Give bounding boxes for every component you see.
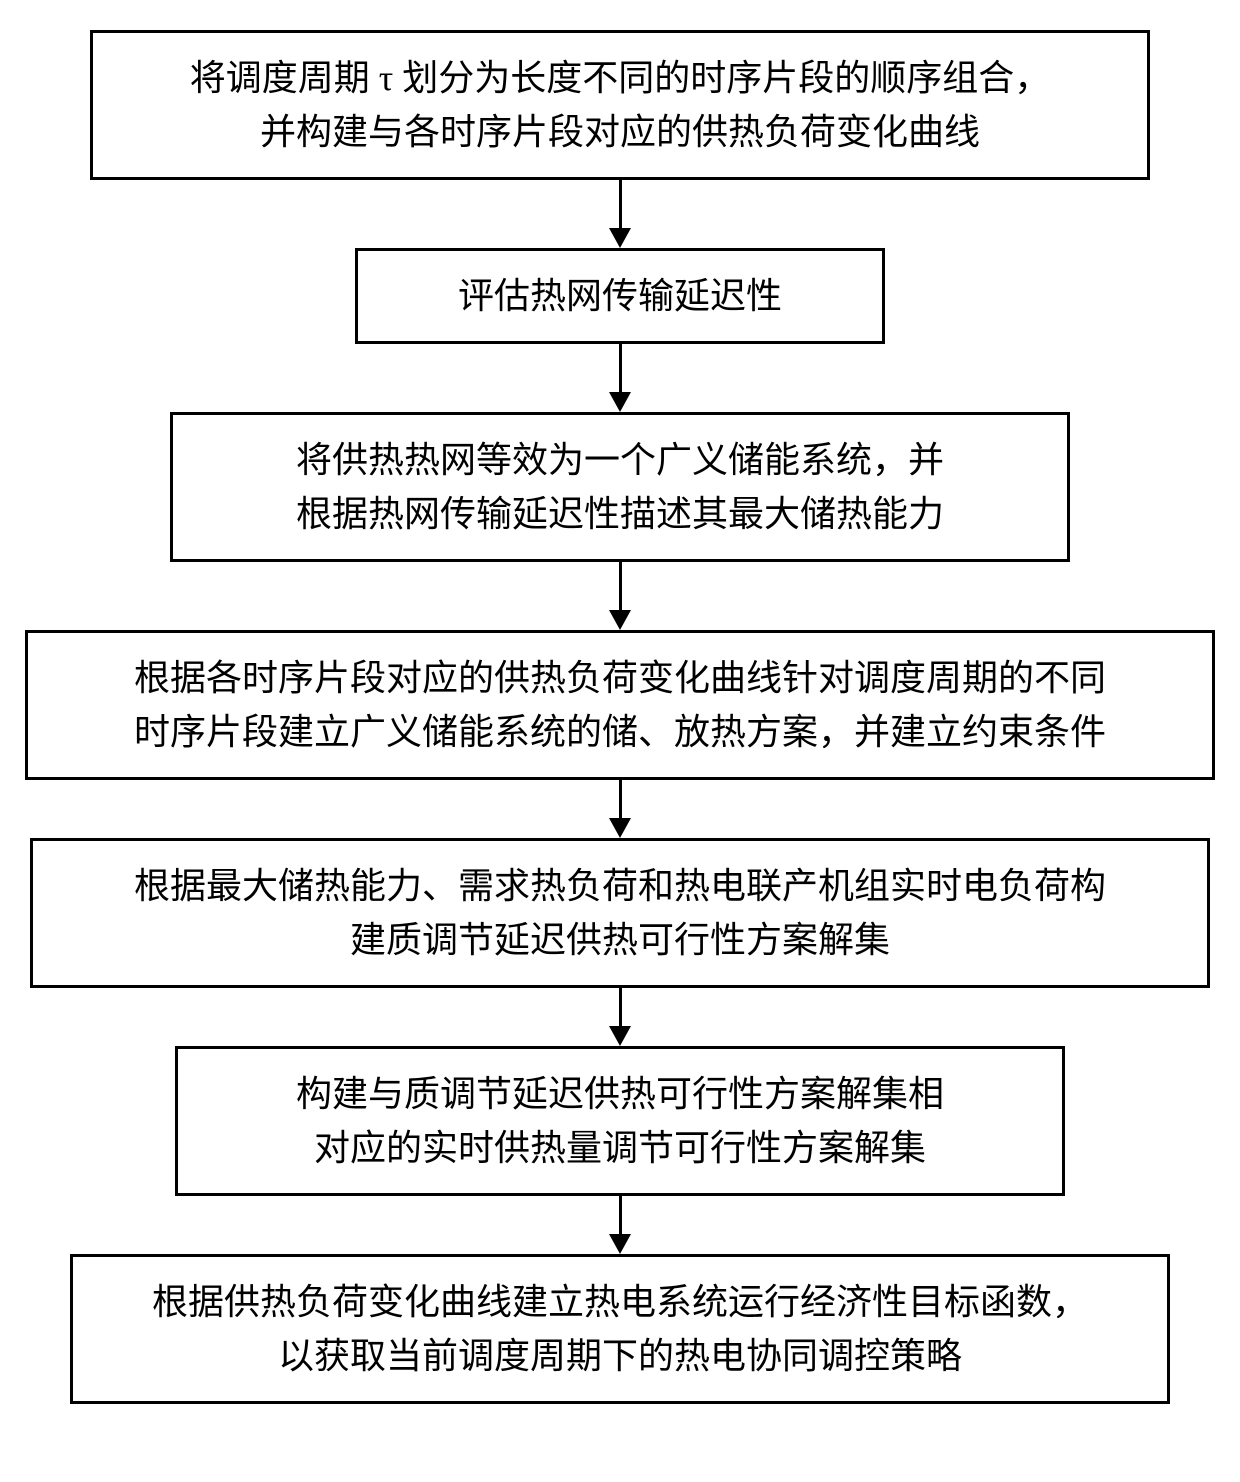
arrow-head-icon [609,610,631,630]
arrow-line [619,988,622,1026]
step-text-line1: 将供热热网等效为一个广义储能系统，并 [296,433,944,487]
flowchart-step-5: 根据最大储热能力、需求热负荷和热电联产机组实时电负荷构 建质调节延迟供热可行性方… [30,838,1210,988]
step-text-line2: 建质调节延迟供热可行性方案解集 [350,913,890,967]
arrow-head-icon [609,1234,631,1254]
arrow-5 [609,988,631,1046]
flowchart-step-3: 将供热热网等效为一个广义储能系统，并 根据热网传输延迟性描述其最大储热能力 [170,412,1070,562]
arrow-line [619,780,622,818]
step-text-line1: 根据各时序片段对应的供热负荷变化曲线针对调度周期的不同 [134,651,1106,705]
step-text-line2: 根据热网传输延迟性描述其最大储热能力 [296,487,944,541]
arrow-2 [609,344,631,412]
arrow-line [619,344,622,392]
arrow-head-icon [609,392,631,412]
step-text-line2: 时序片段建立广义储能系统的储、放热方案，并建立约束条件 [134,705,1106,759]
step-text-line1: 构建与质调节延迟供热可行性方案解集相 [296,1067,944,1121]
arrow-4 [609,780,631,838]
step-text-line2: 并构建与各时序片段对应的供热负荷变化曲线 [260,105,980,159]
arrow-line [619,562,622,610]
flowchart-step-2: 评估热网传输延迟性 [355,248,885,344]
arrow-1 [609,180,631,248]
arrow-head-icon [609,228,631,248]
arrow-6 [609,1196,631,1254]
arrow-line [619,180,622,228]
arrow-line [619,1196,622,1234]
flowchart-step-7: 根据供热负荷变化曲线建立热电系统运行经济性目标函数， 以获取当前调度周期下的热电… [70,1254,1170,1404]
step-text-line2: 对应的实时供热量调节可行性方案解集 [314,1121,926,1175]
flowchart-step-4: 根据各时序片段对应的供热负荷变化曲线针对调度周期的不同 时序片段建立广义储能系统… [25,630,1215,780]
flowchart-step-1: 将调度周期 τ 划分为长度不同的时序片段的顺序组合， 并构建与各时序片段对应的供… [90,30,1150,180]
step-text-line1: 根据供热负荷变化曲线建立热电系统运行经济性目标函数， [152,1275,1088,1329]
step-text-line1: 评估热网传输延迟性 [458,269,782,323]
flowchart-container: 将调度周期 τ 划分为长度不同的时序片段的顺序组合， 并构建与各时序片段对应的供… [0,0,1240,1404]
flowchart-step-6: 构建与质调节延迟供热可行性方案解集相 对应的实时供热量调节可行性方案解集 [175,1046,1065,1196]
arrow-3 [609,562,631,630]
step-text-line2: 以获取当前调度周期下的热电协同调控策略 [278,1329,962,1383]
arrow-head-icon [609,1026,631,1046]
step-text-line1: 将调度周期 τ 划分为长度不同的时序片段的顺序组合， [190,51,1050,105]
arrow-head-icon [609,818,631,838]
step-text-line1: 根据最大储热能力、需求热负荷和热电联产机组实时电负荷构 [134,859,1106,913]
